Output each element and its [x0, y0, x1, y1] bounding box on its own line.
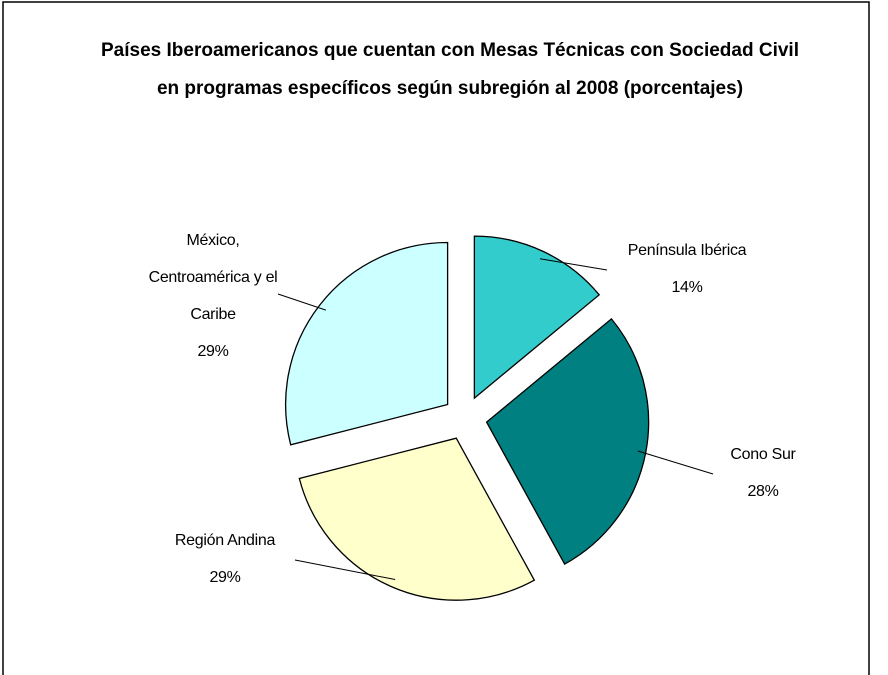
leader-line: [637, 450, 714, 475]
pie-slice: [485, 317, 650, 565]
slice-label: Región Andina 29%: [145, 522, 305, 596]
pie-slice: [284, 241, 449, 446]
slice-label: Cono Sur 28%: [703, 436, 823, 510]
value-label: 29%: [197, 343, 229, 360]
category-label: México, Centroamérica y el Caribe: [148, 232, 278, 323]
leader-line: [294, 559, 396, 581]
value-label: 28%: [747, 483, 779, 500]
pie-slice: [298, 437, 536, 601]
chart-frame: [2, 1, 870, 675]
category-label: Cono Sur: [730, 446, 796, 463]
category-label: Península Ibérica: [627, 242, 747, 259]
chart-title: Países Iberoamericanos que cuentan con M…: [101, 40, 799, 99]
value-label: 29%: [209, 569, 241, 586]
pie-slice: [473, 235, 601, 400]
leader-line: [277, 293, 327, 311]
leader-line: [539, 258, 608, 271]
slice-label: Península Ibérica 14%: [597, 232, 777, 306]
slice-label: México, Centroamérica y el Caribe 29%: [138, 222, 288, 370]
value-label: 14%: [671, 279, 703, 296]
category-label: Región Andina: [174, 532, 276, 549]
